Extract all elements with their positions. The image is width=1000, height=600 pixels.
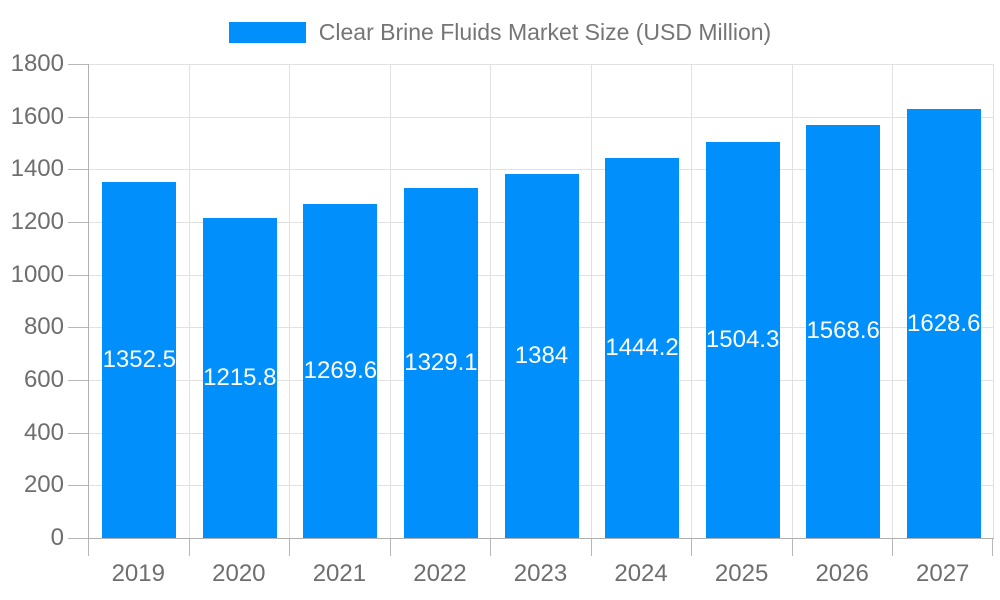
x-axis-label: 2020 — [212, 560, 266, 587]
bar[interactable] — [504, 173, 579, 538]
h-gridline — [89, 169, 994, 171]
x-axis-tick — [792, 539, 793, 556]
bar[interactable] — [806, 124, 881, 538]
bar[interactable] — [705, 141, 780, 538]
v-gridline — [892, 64, 894, 538]
bar[interactable] — [202, 217, 277, 538]
x-axis-label: 2022 — [413, 560, 467, 587]
x-axis-label: 2024 — [614, 560, 668, 587]
y-axis-label: 0 — [50, 524, 64, 551]
x-axis-tick — [390, 539, 391, 556]
y-axis-label: 1200 — [10, 208, 64, 235]
y-axis-tick — [68, 64, 88, 65]
y-axis-label: 200 — [23, 471, 64, 499]
y-axis-tick — [68, 485, 88, 487]
v-gridline — [490, 64, 492, 538]
v-gridline — [993, 64, 994, 538]
v-gridline — [691, 64, 693, 538]
bar-value-label: 1269.6 — [303, 356, 378, 384]
y-axis-tick — [68, 327, 88, 329]
y-axis-label: 1800 — [10, 50, 64, 77]
x-axis-label: 2027 — [916, 560, 970, 587]
bar-value-label: 1504.3 — [705, 325, 780, 353]
y-axis-label: 400 — [23, 418, 64, 446]
y-axis-label: 800 — [23, 313, 64, 341]
h-gridline — [89, 64, 994, 65]
y-axis-label: 1000 — [10, 260, 64, 288]
x-axis-label: 2025 — [714, 560, 769, 587]
y-axis-tick — [68, 432, 88, 434]
h-gridline — [89, 116, 994, 118]
x-axis-tick — [88, 539, 89, 556]
y-axis-tick — [68, 274, 88, 276]
y-axis-tick — [68, 538, 88, 539]
x-axis-tick — [691, 539, 692, 556]
bar-value-label: 1352.5 — [102, 345, 176, 373]
x-axis-label: 2021 — [312, 560, 367, 587]
y-axis-tick — [68, 222, 88, 223]
plot-area: 1352.5 1215.8 1269.6 1329.1 1384 1444.2 1504.3… — [88, 64, 994, 539]
y-axis-tick — [68, 116, 88, 118]
bar[interactable] — [303, 203, 378, 538]
v-gridline — [188, 64, 190, 538]
bar-value-label: 1384 — [514, 341, 569, 369]
legend[interactable]: Clear Brine Fluids Market Size (USD Mill… — [0, 14, 1000, 50]
x-axis-tick — [289, 539, 290, 556]
x-axis-label: 2019 — [111, 560, 165, 587]
bar-value-label: 1215.8 — [203, 363, 277, 391]
x-axis-label: 2023 — [513, 560, 568, 587]
legend-marker-swatch — [228, 21, 306, 43]
y-axis-tick — [68, 169, 88, 171]
v-gridline — [389, 64, 391, 538]
x-axis-tick — [992, 539, 993, 556]
x-axis-tick — [490, 539, 491, 556]
bar-value-label: 1568.6 — [806, 317, 880, 345]
v-gridline — [791, 64, 793, 538]
y-axis-tick — [68, 380, 88, 381]
x-axis-tick — [189, 539, 190, 556]
bar[interactable] — [605, 157, 680, 538]
v-gridline — [590, 64, 592, 538]
x-axis-tick — [892, 539, 893, 556]
y-axis-label: 600 — [23, 366, 64, 393]
bar-value-label: 1444.2 — [605, 333, 679, 361]
bar[interactable] — [403, 188, 478, 538]
x-axis-label: 2026 — [815, 560, 869, 587]
v-gridline — [289, 64, 291, 538]
y-axis-label: 1600 — [10, 102, 64, 130]
bar[interactable] — [102, 181, 177, 538]
x-axis-tick — [591, 539, 592, 556]
bar-value-label: 1628.6 — [907, 309, 981, 337]
legend-series-label: Clear Brine Fluids Market Size (USD Mill… — [318, 19, 772, 45]
bar-value-label: 1329.1 — [404, 349, 478, 376]
bar[interactable] — [906, 109, 981, 538]
y-axis-label: 1400 — [10, 155, 64, 183]
